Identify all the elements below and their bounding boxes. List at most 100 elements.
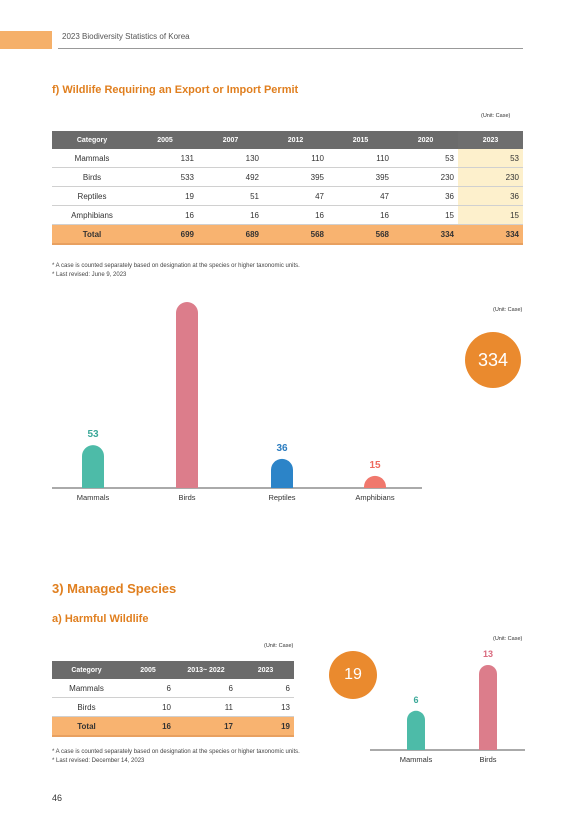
table-f-header: Category 2005 2007 2012 2015 2020 2023	[52, 131, 523, 149]
cell: 568	[328, 224, 393, 245]
total-badge: 19	[329, 651, 377, 699]
chart-1-unit: (Unit: Case)	[493, 307, 523, 313]
chart-2-unit: (Unit: Case)	[493, 636, 523, 642]
cell: 10	[121, 697, 175, 717]
section-f-title: f) Wildlife Requiring an Export or Impor…	[52, 84, 299, 96]
section-3-title: 3) Managed Species	[52, 581, 177, 596]
bar-value-label: 15	[369, 460, 381, 471]
cell: 15	[393, 205, 458, 225]
cell: 130	[198, 149, 263, 168]
bar-value-label: 13	[483, 649, 493, 659]
cell: 53	[458, 149, 523, 168]
bar-chart-harmful-wildlife: 6 Mammals 13 Birds	[370, 649, 525, 764]
cell: 492	[198, 167, 263, 187]
cell: 6	[175, 679, 237, 698]
col-header: 2012	[263, 131, 328, 149]
table-f: Category 2005 2007 2012 2015 2020 2023 M…	[52, 131, 523, 245]
table-f-unit: (Unit: Case)	[481, 113, 511, 119]
category-label: Amphibians	[355, 493, 394, 502]
cell: 11	[175, 697, 237, 717]
cell: 16	[121, 716, 175, 737]
table-row: Reptiles 19 51 47 47 36 36	[52, 186, 523, 206]
category-label: Mammals	[400, 755, 433, 764]
col-header: 2007	[198, 131, 263, 149]
cell: 16	[132, 205, 198, 225]
col-header: 2013~ 2022	[175, 661, 237, 679]
col-header: Category	[52, 661, 121, 679]
note: * Last revised: December 14, 2023	[52, 758, 145, 764]
cell: 36	[393, 186, 458, 206]
category-label: Mammals	[77, 493, 110, 502]
total-badge: 334	[465, 332, 521, 388]
cell: 47	[263, 186, 328, 206]
cell: 15	[458, 205, 523, 225]
cell: 53	[393, 149, 458, 168]
cell: 47	[328, 186, 393, 206]
col-header: 2005	[121, 661, 175, 679]
table-row: Mammals 6 6 6	[52, 679, 294, 698]
cell: Mammals	[52, 149, 132, 168]
col-header: 2015	[328, 131, 393, 149]
bar-reptiles	[271, 458, 293, 488]
bar-value-label: 36	[276, 443, 288, 454]
cell: 230	[393, 167, 458, 187]
cell: Birds	[52, 167, 132, 187]
cell: 6	[237, 679, 294, 698]
note: * A case is counted separately based on …	[52, 749, 300, 755]
cell: 51	[198, 186, 263, 206]
cell: 334	[458, 224, 523, 245]
table-row: Mammals 131 130 110 110 53 53	[52, 149, 523, 168]
bar-amphibians	[364, 475, 386, 488]
cell: Reptiles	[52, 186, 132, 206]
col-header: 2005	[132, 131, 198, 149]
page-number: 46	[52, 793, 63, 803]
col-header: 2023	[458, 131, 523, 149]
bar-mammals	[82, 445, 104, 488]
cell: 334	[393, 224, 458, 245]
cell: 110	[328, 149, 393, 168]
category-label: Reptiles	[268, 493, 295, 502]
table-a-header: Category 2005 2013~ 2022 2023	[52, 661, 294, 679]
bar-birds	[176, 302, 198, 488]
note: * A case is counted separately based on …	[52, 263, 300, 269]
cell: 533	[132, 167, 198, 187]
cell: Birds	[52, 697, 121, 717]
cell: 230	[458, 167, 523, 187]
bar-chart-export-import: 53Mammals230Birds36Reptiles15Amphibians	[52, 302, 422, 502]
bar-birds	[479, 665, 497, 750]
running-header: 2023 Biodiversity Statistics of Korea	[62, 32, 190, 41]
bar-value-label: 6	[413, 695, 418, 705]
cell: Total	[52, 224, 132, 245]
header-divider	[58, 48, 523, 49]
cell: 13	[237, 697, 294, 717]
cell: 110	[263, 149, 328, 168]
cell: Total	[52, 716, 121, 737]
cell: 395	[328, 167, 393, 187]
cell: 16	[198, 205, 263, 225]
table-row: Birds 10 11 13	[52, 697, 294, 717]
section-a-title: a) Harmful Wildlife	[52, 613, 149, 625]
table-a-unit: (Unit: Case)	[264, 643, 294, 649]
note: * Last revised: June 9, 2023	[52, 272, 127, 278]
cell: 689	[198, 224, 263, 245]
col-header: 2023	[237, 661, 294, 679]
cell: 699	[132, 224, 198, 245]
cell: 36	[458, 186, 523, 206]
table-a: Category 2005 2013~ 2022 2023 Mammals 6 …	[52, 661, 294, 737]
cell: 16	[328, 205, 393, 225]
bar-mammals	[407, 710, 425, 750]
cell: 568	[263, 224, 328, 245]
table-f-notes: * A case is counted separately based on …	[52, 262, 300, 280]
header-accent-bar	[0, 31, 52, 49]
category-label: Birds	[479, 755, 496, 764]
col-header: Category	[52, 131, 132, 149]
cell: 6	[121, 679, 175, 698]
cell: 19	[132, 186, 198, 206]
table-row: Birds 533 492 395 395 230 230	[52, 167, 523, 187]
bar-value-label: 53	[87, 429, 99, 440]
cell: Mammals	[52, 679, 121, 698]
col-header: 2020	[393, 131, 458, 149]
category-label: Birds	[178, 493, 195, 502]
table-total-row: Total 699 689 568 568 334 334	[52, 224, 523, 245]
cell: 395	[263, 167, 328, 187]
